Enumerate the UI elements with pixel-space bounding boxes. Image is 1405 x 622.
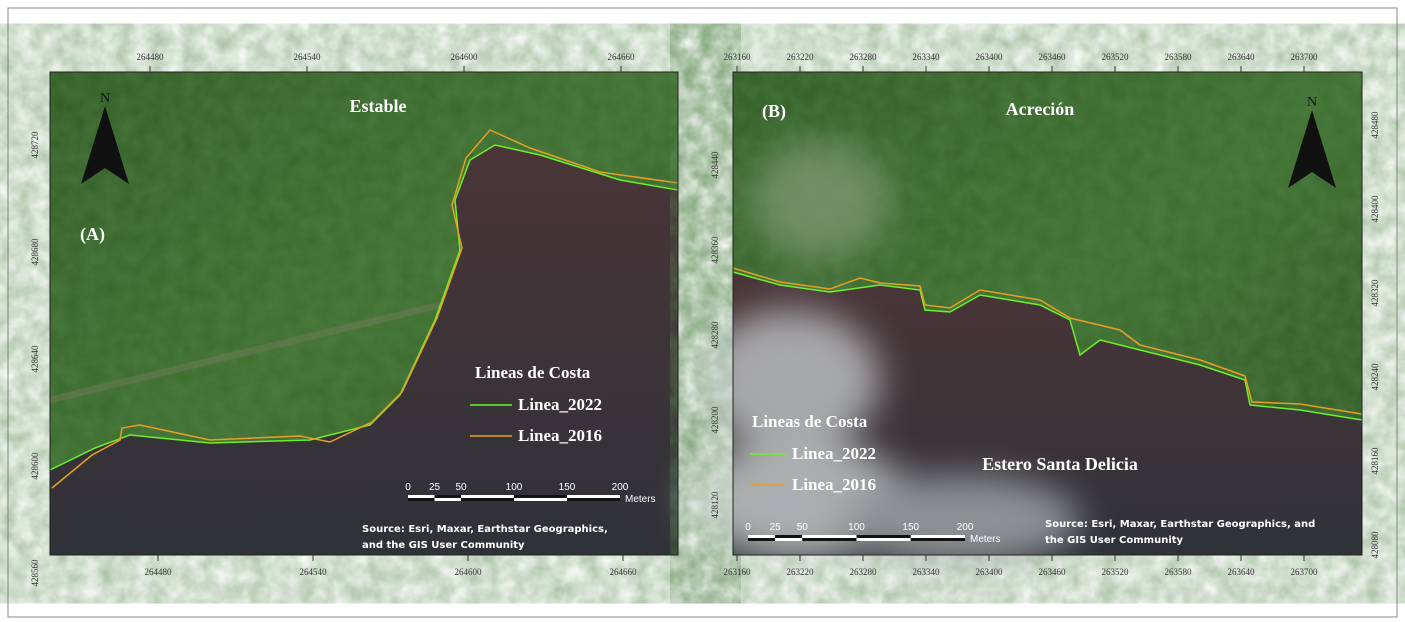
scale-seg (514, 498, 567, 501)
figure: 264480 264540 264600 264660 264480 264540 2646… (0, 0, 1405, 622)
scale-unit: Meters (625, 494, 656, 505)
coord-label: 428600 (30, 452, 40, 480)
scale-label: 150 (559, 482, 576, 493)
coord-label: 263280 (850, 567, 878, 577)
scale-label: 50 (797, 522, 809, 533)
coord-label: 263580 (1165, 567, 1193, 577)
scale-label: 200 (957, 522, 974, 533)
legend-title: Lineas de Costa (475, 363, 591, 382)
coord-label: 263160 (724, 52, 752, 62)
north-label: N (1307, 95, 1317, 110)
scale-seg (911, 535, 965, 538)
coord-label: 428120 (710, 491, 720, 519)
scale-seg (435, 498, 462, 501)
coord-label: 428440 (710, 151, 720, 179)
coord-label: 263280 (850, 52, 878, 62)
coord-label: 428320 (1370, 279, 1380, 307)
coord-label: 263220 (787, 52, 815, 62)
coord-label: 428680 (30, 238, 40, 266)
scale-label: 100 (848, 522, 865, 533)
scale-seg (461, 498, 514, 501)
panel-label: (A) (80, 224, 105, 245)
coord-label: 264480 (145, 567, 173, 577)
scale-label: 25 (770, 522, 782, 533)
source-text: and the GIS User Community (362, 540, 525, 551)
coord-label: 263220 (787, 567, 815, 577)
scale-seg (748, 538, 775, 541)
coord-label: 428640 (30, 345, 40, 373)
coord-label: 263400 (976, 567, 1004, 577)
source-text: the GIS User Community (1045, 535, 1184, 546)
scale-seg (435, 495, 462, 498)
scale-seg (748, 535, 775, 538)
coord-label: 263640 (1228, 52, 1256, 62)
coord-label: 263460 (1039, 52, 1067, 62)
coord-label: 263520 (1102, 52, 1130, 62)
coord-label: 263160 (724, 567, 752, 577)
scale-label: 100 (506, 482, 523, 493)
coord-label: 428720 (30, 131, 40, 159)
coord-label: 263340 (913, 567, 941, 577)
coord-label: 428280 (710, 321, 720, 349)
legend-item: Linea_2016 (792, 475, 876, 494)
scale-seg (408, 498, 435, 501)
scale-label: 25 (429, 482, 441, 493)
coord-label: 264600 (451, 52, 479, 62)
legend-item: Linea_2022 (518, 395, 602, 414)
scale-seg (857, 538, 911, 541)
coord-label: 428480 (1370, 111, 1380, 139)
coord-label: 263400 (976, 52, 1004, 62)
coord-label: 263580 (1165, 52, 1193, 62)
scale-seg (775, 538, 802, 541)
coord-label: 428160 (1370, 447, 1380, 475)
legend-title: Lineas de Costa (752, 412, 868, 431)
scale-seg (461, 495, 514, 498)
coord-label: 263700 (1291, 567, 1319, 577)
scale-seg (802, 538, 856, 541)
scale-label: 50 (455, 482, 467, 493)
north-label: N (100, 91, 110, 106)
coord-label: 264480 (137, 52, 165, 62)
coord-label: 264600 (455, 567, 483, 577)
scale-label: 0 (405, 482, 411, 493)
scale-seg (911, 538, 965, 541)
coord-label: 428560 (30, 559, 40, 587)
scale-seg (802, 535, 856, 538)
panel-title: Estable (349, 96, 406, 116)
scale-label: 200 (612, 482, 629, 493)
coord-label: 428080 (1370, 531, 1380, 559)
scale-unit: Meters (970, 534, 1001, 545)
legend-item: Linea_2022 (792, 444, 876, 463)
scale-seg (567, 498, 620, 501)
legend-item: Linea_2016 (518, 426, 602, 445)
scale-seg (775, 535, 802, 538)
scale-seg (514, 495, 567, 498)
scale-label: 0 (745, 522, 751, 533)
coord-label: 263340 (913, 52, 941, 62)
scale-seg (857, 535, 911, 538)
coord-label: 428240 (1370, 363, 1380, 391)
scale-seg (408, 495, 435, 498)
panel-label: (B) (762, 101, 786, 122)
coord-label: 263520 (1102, 567, 1130, 577)
scale-seg (567, 495, 620, 498)
coord-label: 263700 (1291, 52, 1319, 62)
coord-label: 264660 (610, 567, 638, 577)
coord-label: 263460 (1039, 567, 1067, 577)
source-text: Source: Esri, Maxar, Earthstar Geographi… (362, 524, 608, 535)
panel-title: Acreción (1006, 99, 1075, 119)
coord-label: 263640 (1228, 567, 1256, 577)
map-figure: 264480 264540 264600 264660 264480 264540 2646… (0, 0, 1405, 622)
coord-label: 264540 (300, 567, 328, 577)
place-label: Estero Santa Delicia (982, 454, 1138, 474)
source-text: Source: Esri, Maxar, Earthstar Geographi… (1045, 519, 1315, 530)
coord-label: 428400 (1370, 195, 1380, 223)
scale-label: 150 (902, 522, 919, 533)
coord-label: 264540 (294, 52, 322, 62)
coord-label: 264660 (608, 52, 636, 62)
coord-label: 428200 (710, 406, 720, 434)
coord-label: 428360 (710, 236, 720, 264)
